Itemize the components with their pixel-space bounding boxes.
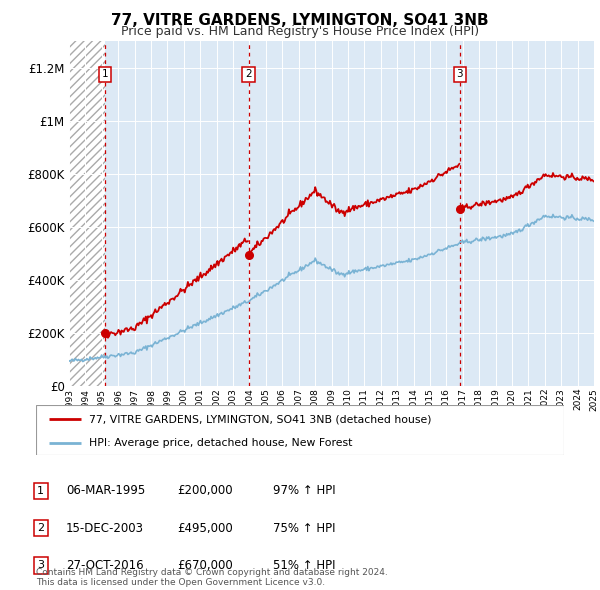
Text: 2: 2	[245, 70, 252, 80]
Text: 3: 3	[457, 70, 463, 80]
Bar	[69, 41, 105, 386]
Text: 77, VITRE GARDENS, LYMINGTON, SO41 3NB: 77, VITRE GARDENS, LYMINGTON, SO41 3NB	[111, 13, 489, 28]
Text: 3: 3	[37, 560, 44, 570]
Text: 06-MAR-1995: 06-MAR-1995	[66, 484, 145, 497]
Text: 15-DEC-2003: 15-DEC-2003	[66, 522, 144, 535]
FancyBboxPatch shape	[36, 405, 564, 455]
Bar	[69, 41, 105, 386]
Text: 27-OCT-2016: 27-OCT-2016	[66, 559, 143, 572]
Text: 75% ↑ HPI: 75% ↑ HPI	[273, 522, 335, 535]
Text: HPI: Average price, detached house, New Forest: HPI: Average price, detached house, New …	[89, 438, 352, 448]
Text: £495,000: £495,000	[177, 522, 233, 535]
Text: 1: 1	[37, 486, 44, 496]
Text: Contains HM Land Registry data © Crown copyright and database right 2024.
This d: Contains HM Land Registry data © Crown c…	[36, 568, 388, 587]
Text: 77, VITRE GARDENS, LYMINGTON, SO41 3NB (detached house): 77, VITRE GARDENS, LYMINGTON, SO41 3NB (…	[89, 414, 431, 424]
Text: £670,000: £670,000	[177, 559, 233, 572]
Text: 1: 1	[101, 70, 108, 80]
Text: 51% ↑ HPI: 51% ↑ HPI	[273, 559, 335, 572]
Text: 97% ↑ HPI: 97% ↑ HPI	[273, 484, 335, 497]
Text: £200,000: £200,000	[177, 484, 233, 497]
Text: Price paid vs. HM Land Registry's House Price Index (HPI): Price paid vs. HM Land Registry's House …	[121, 25, 479, 38]
Text: 2: 2	[37, 523, 44, 533]
